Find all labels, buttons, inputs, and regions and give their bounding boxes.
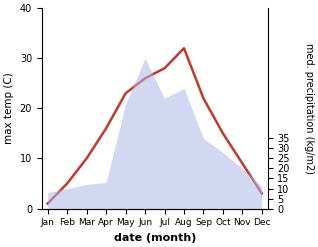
Y-axis label: med. precipitation (kg/m2): med. precipitation (kg/m2) — [304, 43, 314, 174]
Y-axis label: max temp (C): max temp (C) — [4, 72, 14, 144]
X-axis label: date (month): date (month) — [114, 233, 196, 243]
